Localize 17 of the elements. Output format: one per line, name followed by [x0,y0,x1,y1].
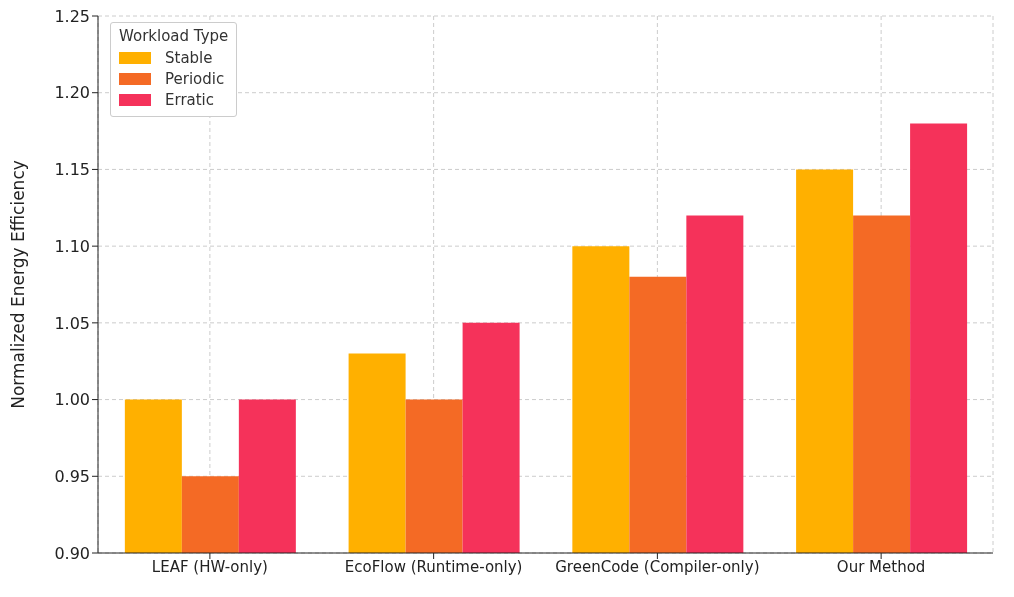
legend-label: Stable [165,49,213,67]
y-tick-label: 1.20 [54,83,90,103]
y-tick-label: 1.25 [54,6,90,26]
y-tick-label: 0.90 [54,543,90,563]
legend-title: Workload Type [119,27,229,45]
x-tick-label: GreenCode (Compiler-only) [555,557,760,576]
x-tick-label: LEAF (HW-only) [151,557,268,576]
x-tick-label: Our Method [836,557,926,576]
y-tick-label: 1.15 [54,160,90,180]
y-axis-title: Normalized Energy Efficiency [8,160,29,409]
legend-label: Erratic [165,91,215,109]
y-tick-label: 0.95 [54,466,90,486]
y-tick-label: 1.00 [54,390,90,410]
y-tick-label: 1.10 [54,236,90,256]
y-tick-label: 1.05 [54,313,90,333]
x-tick-label: EcoFlow (Runtime-only) [344,557,523,576]
legend-label: Periodic [165,70,225,88]
